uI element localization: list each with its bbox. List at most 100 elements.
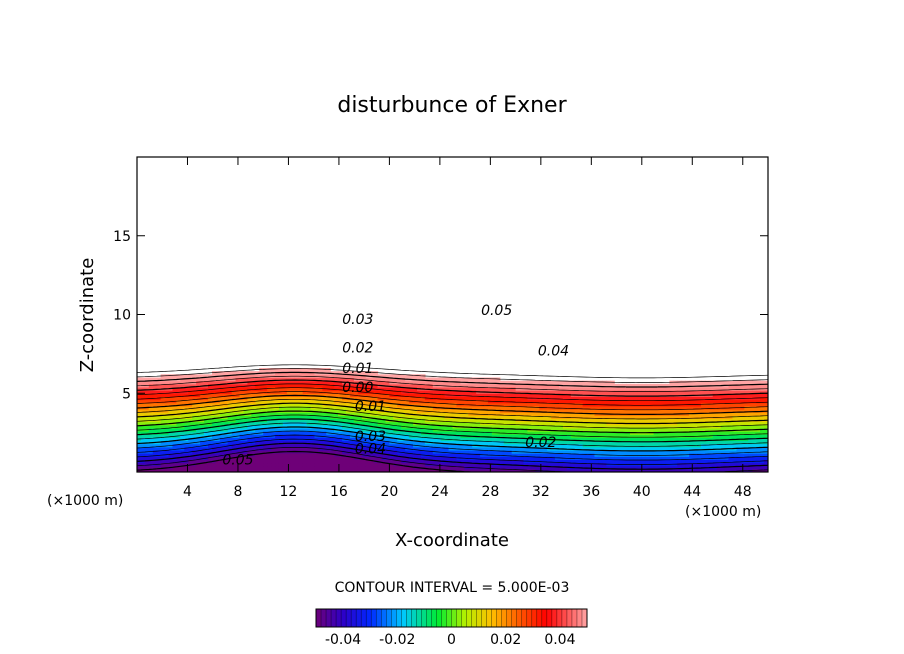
- contour-fill-cell: [196, 459, 201, 464]
- contour-fill-cell: [322, 374, 327, 379]
- contour-fill-cell: [318, 462, 323, 467]
- contour-fill-cell: [168, 449, 174, 454]
- contour-fill-cell: [511, 427, 517, 432]
- contour-fill-cell: [614, 402, 619, 407]
- contour-fill-cell: [180, 386, 185, 391]
- contour-fill-cell: [626, 402, 631, 407]
- contour-fill-cell: [424, 443, 430, 448]
- contour-fill-cell: [736, 390, 741, 394]
- contour-fill-cell: [397, 405, 402, 410]
- contour-fill-cell: [566, 412, 572, 416]
- colorbar-swatch: [376, 609, 382, 627]
- contour-fill-cell: [602, 393, 607, 397]
- contour-fill-cell: [444, 399, 450, 404]
- contour-fill-cell: [677, 415, 682, 420]
- contour-fill-cell: [137, 386, 142, 391]
- contour-fill-cell: [267, 396, 272, 401]
- contour-fill-cell: [689, 415, 694, 420]
- contour-fill-cell: [140, 402, 146, 407]
- contour-fill-cell: [318, 386, 323, 391]
- contour-fill-cell: [555, 396, 560, 401]
- contour-fill-cell: [247, 431, 252, 435]
- contour-fill-cell: [685, 456, 690, 460]
- contour-fill-cell: [594, 427, 600, 432]
- contour-fill-cell: [298, 459, 304, 464]
- contour-fill-cell: [286, 380, 292, 385]
- contour-fill-cell: [247, 424, 252, 429]
- contour-fill-cell: [381, 380, 387, 385]
- contour-fill-cell: [566, 462, 572, 467]
- contour-fill-cell: [456, 412, 461, 416]
- contour-fill-cell: [677, 446, 682, 451]
- contour-fill-cell: [495, 459, 501, 464]
- contour-fill-cell: [736, 468, 741, 472]
- contour-fill-cell: [626, 427, 631, 432]
- contour-fill-cell: [401, 396, 406, 401]
- contour-fill-cell: [440, 446, 446, 451]
- contour-fill-cell: [606, 402, 611, 407]
- contour-fill-cell: [389, 415, 394, 420]
- contour-fill-cell: [736, 409, 741, 413]
- contour-fill-cell: [381, 427, 387, 432]
- contour-line-negative: [137, 450, 471, 472]
- contour-fill-cell: [267, 431, 272, 435]
- contour-fill-cell: [697, 468, 702, 472]
- contour-fill-cell: [712, 462, 718, 467]
- contour-fill-cell: [369, 418, 375, 423]
- contour-fill-cell: [689, 386, 694, 391]
- contour-fill-cell: [357, 396, 363, 401]
- contour-fill-cell: [555, 468, 560, 472]
- contour-fill-cell: [578, 453, 584, 457]
- contour-fill-cell: [637, 446, 643, 451]
- contour-fill-cell: [377, 462, 383, 467]
- contour-fill-cell: [176, 393, 181, 397]
- contour-fill-cell: [495, 453, 501, 457]
- contour-fill-cell: [318, 390, 323, 394]
- contour-fill-cell: [397, 409, 402, 413]
- contour-fill-cell: [381, 402, 387, 407]
- contour-fill-cell: [353, 449, 359, 454]
- contour-fill-cell: [456, 468, 461, 472]
- contour-fill-cell: [176, 380, 181, 385]
- contour-fill-cell: [294, 405, 300, 410]
- contour-fill-cell: [511, 412, 517, 416]
- contour-fill-cell: [555, 459, 560, 464]
- contour-fill-cell: [204, 446, 209, 451]
- contour-fill-cell: [724, 440, 730, 445]
- contour-fill-cell: [456, 383, 461, 388]
- contour-line: [137, 371, 768, 388]
- contour-fill-cell: [456, 418, 461, 423]
- contour-fill-cell: [310, 456, 316, 460]
- contour-fill-cell: [495, 434, 501, 438]
- contour-fill-cell: [570, 418, 576, 423]
- contour-fill-cell: [570, 399, 576, 404]
- contour-fill-cell: [334, 446, 339, 451]
- contour-fill-cell: [748, 462, 753, 467]
- contour-fill-cell: [409, 380, 414, 385]
- contour-fill-cell: [227, 453, 233, 457]
- contour-fill-cell: [282, 396, 288, 401]
- contour-fill-cell: [622, 383, 627, 388]
- contour-fill-cell: [314, 374, 320, 379]
- contour-fill-cell: [278, 427, 284, 432]
- contour-fill-cell: [389, 409, 394, 413]
- contour-fill-cell: [444, 446, 450, 451]
- contour-fill-cell: [314, 468, 320, 472]
- contour-fill-cell: [653, 456, 659, 460]
- contour-fill-cell: [338, 374, 343, 379]
- contour-fill-cell: [468, 462, 473, 467]
- contour-fill-cell: [697, 386, 702, 391]
- contour-fill-cell: [381, 446, 387, 451]
- contour-fill-cell: [582, 446, 588, 451]
- contour-fill-cell: [499, 421, 505, 426]
- contour-fill-cell: [602, 434, 607, 438]
- contour-fill-cell: [444, 443, 450, 448]
- contour-fill-cell: [420, 380, 426, 385]
- contour-fill-cell: [594, 434, 600, 438]
- contour-fill-cell: [334, 390, 339, 394]
- contour-fill-cell: [310, 427, 316, 432]
- contour-fill-cell: [424, 424, 430, 429]
- contour-fill-cell: [629, 418, 635, 423]
- contour-fill-cell: [740, 399, 745, 404]
- contour-fill-cell: [405, 374, 410, 379]
